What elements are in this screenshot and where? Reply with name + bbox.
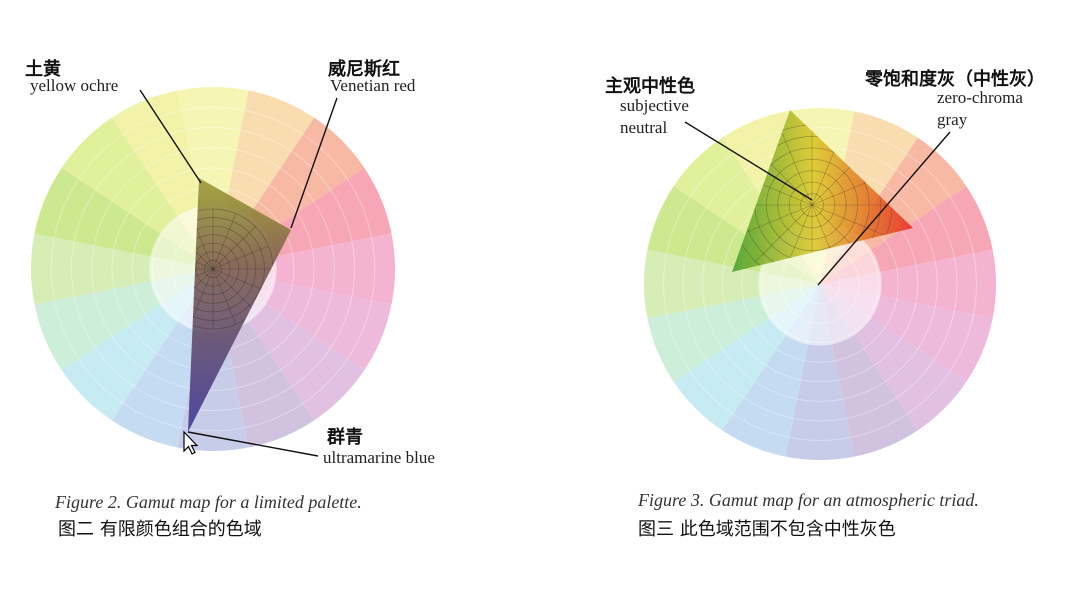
wheel-sector bbox=[644, 249, 820, 319]
label-venetian-red-en: Venetian red bbox=[330, 76, 416, 95]
grid-spoke bbox=[188, 268, 214, 293]
grid-ring bbox=[777, 170, 847, 240]
wheel-ring bbox=[70, 126, 356, 412]
label-yellow-ochre-zh: 土黄 bbox=[25, 59, 61, 80]
label-zero-chroma-en-2: gray bbox=[937, 110, 968, 129]
grid-ring bbox=[765, 158, 859, 252]
label-zero-chroma-zh: 零饱和度灰（中性灰） bbox=[865, 69, 1045, 90]
grid-spoke bbox=[212, 268, 269, 293]
label-yellow-ochre-en: yellow ochre bbox=[30, 76, 119, 95]
leader-line-ultramarine bbox=[187, 431, 319, 457]
label-subjective-en-1: subjective bbox=[620, 96, 689, 115]
label-venetian-red-zh: 威尼斯红 bbox=[328, 59, 400, 80]
grid-spoke bbox=[212, 268, 256, 312]
label-subjective-en-2: neutral bbox=[620, 118, 668, 137]
wheel-sector bbox=[820, 249, 997, 319]
leader-line-subjective-neutral bbox=[684, 121, 813, 201]
grid-spoke bbox=[188, 245, 214, 270]
grid-ring bbox=[188, 225, 257, 313]
wheel-sector bbox=[31, 233, 213, 305]
leader-line-venetian-red bbox=[290, 97, 338, 229]
figure-2-caption-en: Figure 2. Gamut map for a limited palett… bbox=[55, 492, 362, 512]
grid-ring bbox=[195, 251, 231, 287]
wheel-ring bbox=[91, 147, 335, 391]
wheel-ring bbox=[50, 106, 376, 432]
arrow-cursor-icon bbox=[183, 430, 199, 455]
wheel-sector bbox=[213, 233, 396, 305]
grid-ring bbox=[788, 181, 836, 229]
label-zero-chroma-en-1: zero-chroma bbox=[937, 88, 1023, 107]
figure-3-caption-en: Figure 3. Gamut map for an atmospheric t… bbox=[638, 490, 979, 510]
grid-spoke bbox=[212, 226, 256, 270]
label-ultramarine-en: ultramarine blue bbox=[323, 448, 435, 467]
grid-ring bbox=[800, 193, 824, 217]
gamut-triangle-atmospheric-triad bbox=[732, 110, 913, 272]
figure-2-caption-zh: 图二 有限颜色组合的色域 bbox=[58, 519, 262, 540]
grid-spoke bbox=[811, 204, 887, 236]
leader-line-zero-chroma bbox=[817, 131, 951, 286]
grid-spoke bbox=[737, 204, 813, 236]
gamut-triangle-limited-palette bbox=[188, 178, 291, 432]
grid-spoke bbox=[755, 204, 813, 262]
grid-ring bbox=[188, 242, 240, 296]
grid-spoke bbox=[212, 268, 237, 325]
label-ultramarine-zh: 群青 bbox=[327, 427, 363, 448]
wheel-sector bbox=[785, 284, 855, 460]
grid-ring bbox=[204, 260, 222, 278]
label-subjective-zh: 主观中性色 bbox=[605, 76, 695, 97]
grid-spoke bbox=[781, 130, 813, 206]
grid-spoke bbox=[212, 213, 237, 270]
grid-spoke bbox=[189, 268, 214, 325]
grid-ring bbox=[188, 217, 265, 321]
grid-spoke bbox=[212, 245, 269, 270]
grid-ring bbox=[188, 234, 248, 304]
wheel-sector bbox=[177, 86, 249, 269]
wheel-ring bbox=[663, 127, 977, 441]
leader-line-yellow-ochre bbox=[139, 89, 202, 184]
figure-3-caption-zh: 图三 此色域范围不包含中性灰色 bbox=[638, 519, 896, 540]
